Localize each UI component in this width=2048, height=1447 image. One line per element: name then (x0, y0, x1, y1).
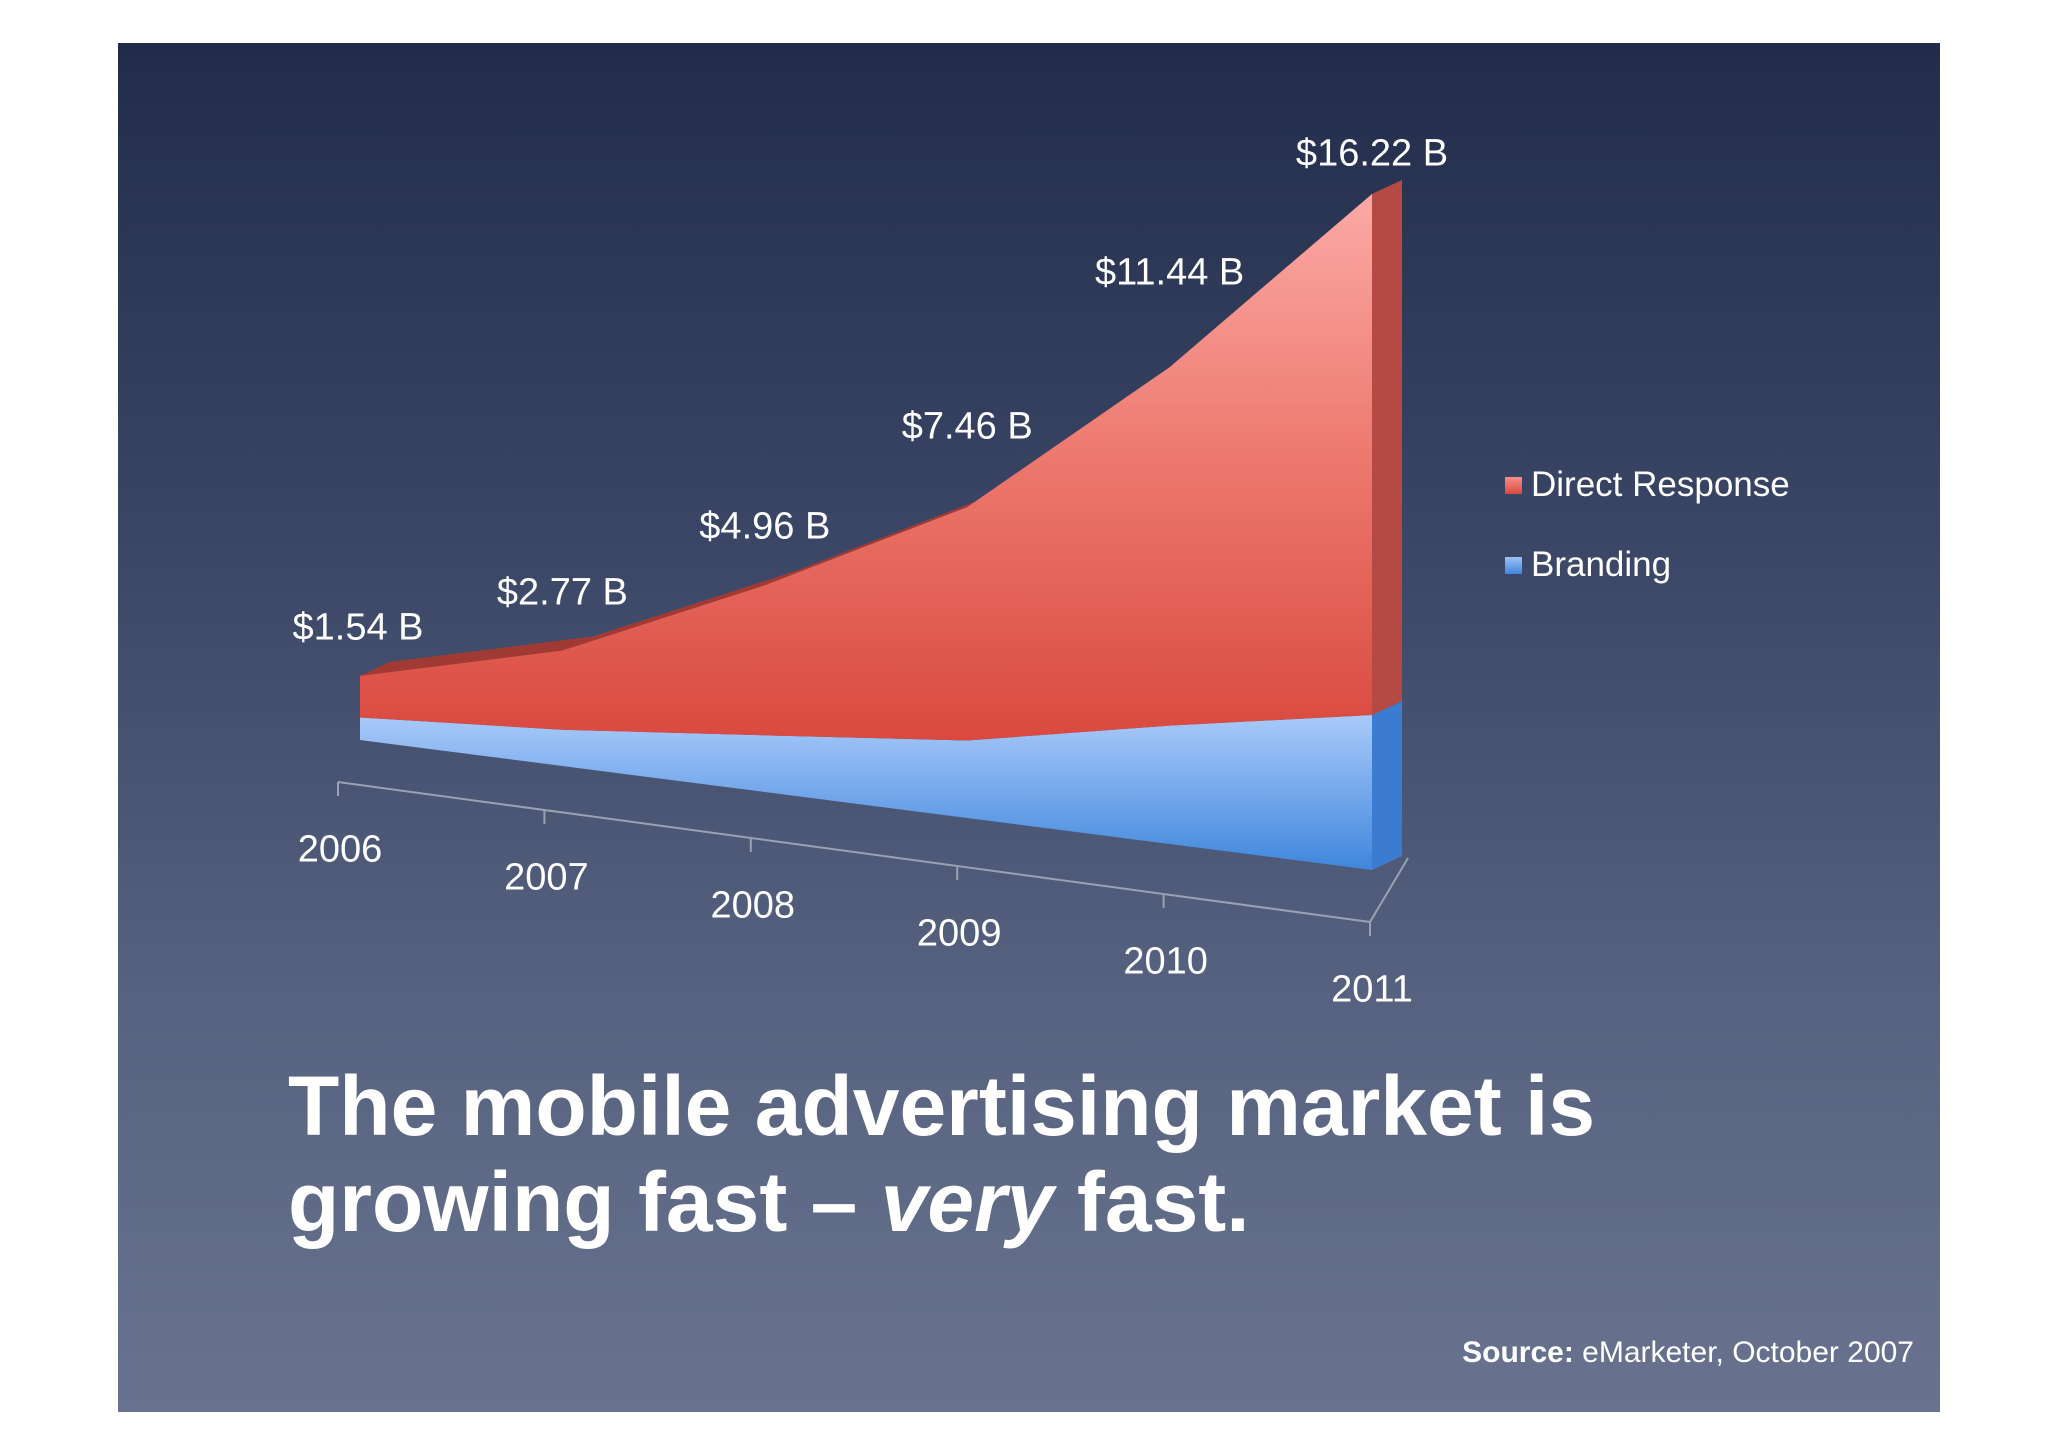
x-tick-label-2010: 2010 (1123, 940, 1208, 983)
area-branding-side (1372, 700, 1402, 870)
data-label-2007: $2.77 B (496, 571, 628, 614)
legend-item-branding: Branding (1505, 525, 1790, 605)
x-tick-label-2011: 2011 (1331, 968, 1413, 1011)
legend-label: Direct Response (1531, 465, 1790, 504)
source-text: eMarketer, October 2007 (1573, 1336, 1914, 1369)
legend-label: Branding (1531, 545, 1672, 584)
data-label-2008: $4.96 B (699, 505, 831, 548)
x-tick-label-2006: 2006 (297, 828, 383, 871)
area-direct-response-side (1372, 180, 1402, 715)
headline: The mobile advertising market is growing… (288, 1058, 1908, 1250)
data-label-2006: $1.54 B (292, 606, 424, 649)
source-label: Source: (1462, 1336, 1574, 1369)
legend-swatch-red (1505, 476, 1522, 494)
x-tick-label-2009: 2009 (916, 912, 1002, 955)
x-tick-label-2007: 2007 (504, 856, 589, 899)
legend: Direct Response Branding (1505, 445, 1790, 605)
legend-swatch-blue (1505, 556, 1522, 574)
headline-line-2: growing fast – very fast. (288, 1155, 1250, 1249)
data-label-2010: $11.44 B (1094, 251, 1245, 294)
legend-item-direct-response: Direct Response (1505, 445, 1790, 525)
headline-emphasis: very (880, 1155, 1054, 1249)
area-direct-response (360, 194, 1372, 741)
x-tick-label-2008: 2008 (710, 884, 796, 927)
data-label-2011: $16.22 B (1295, 132, 1449, 175)
source-citation: Source: eMarketer, October 2007 (1462, 1336, 1914, 1370)
headline-line-1: The mobile advertising market is (288, 1059, 1596, 1153)
area-branding (360, 714, 1372, 870)
data-label-2009: $7.46 B (901, 405, 1033, 448)
